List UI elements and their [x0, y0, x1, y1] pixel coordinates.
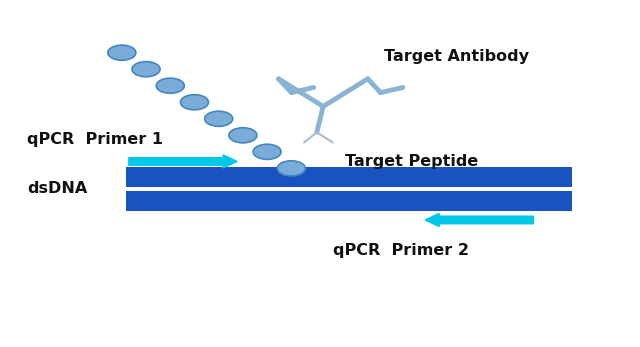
Circle shape [277, 161, 305, 176]
Circle shape [156, 78, 184, 93]
Circle shape [205, 111, 233, 126]
Text: qPCR  Primer 2: qPCR Primer 2 [333, 244, 468, 259]
Bar [125, 192, 572, 211]
Circle shape [132, 62, 160, 77]
FancyArrow shape [425, 213, 534, 227]
Text: Target Peptide: Target Peptide [346, 154, 479, 169]
Text: Target Antibody: Target Antibody [384, 49, 529, 64]
Circle shape [253, 144, 281, 159]
FancyArrow shape [129, 155, 237, 168]
Text: dsDNA: dsDNA [27, 181, 87, 196]
Circle shape [108, 45, 136, 60]
Circle shape [180, 95, 209, 110]
Circle shape [229, 128, 257, 143]
Text: qPCR  Primer 1: qPCR Primer 1 [27, 132, 163, 146]
Bar [125, 167, 572, 187]
